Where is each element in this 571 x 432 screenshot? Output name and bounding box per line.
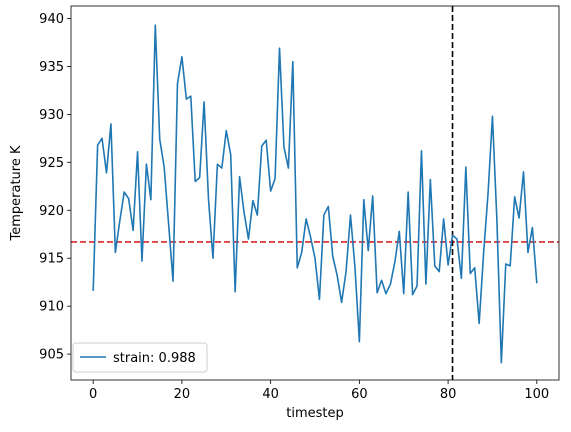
x-axis: 0 20 40 60 80 100 [89,380,549,402]
plot-area [71,6,559,380]
y-tick-label: 910 [39,300,64,315]
y-tick-label: 930 [39,108,64,123]
reference-lines [71,6,559,380]
y-tick-label: 925 [39,156,64,171]
x-tick-label: 20 [174,387,191,402]
y-tick-label: 935 [39,60,64,75]
y-tick-label: 915 [39,252,64,267]
x-tick-label: 60 [351,387,368,402]
x-tick-label: 100 [524,387,549,402]
y-tick-label: 905 [39,348,64,363]
legend-box [72,342,208,373]
y-tick-label: 940 [39,12,64,27]
legend-label: strain: 0.988 [113,351,196,366]
series-layer [92,24,538,364]
x-axis-label: timestep [286,406,344,421]
x-tick-label: 40 [262,387,279,402]
series-line [92,24,538,364]
legend: strain: 0.988 [72,342,208,373]
x-tick-label: 0 [89,387,97,402]
plot-frame [70,5,560,381]
y-axis: 905 910 915 920 925 930 935 940 [39,12,71,363]
y-axis-label: Temperature K [9,145,24,241]
x-tick-label: 80 [440,387,457,402]
y-tick-label: 920 [39,204,64,219]
